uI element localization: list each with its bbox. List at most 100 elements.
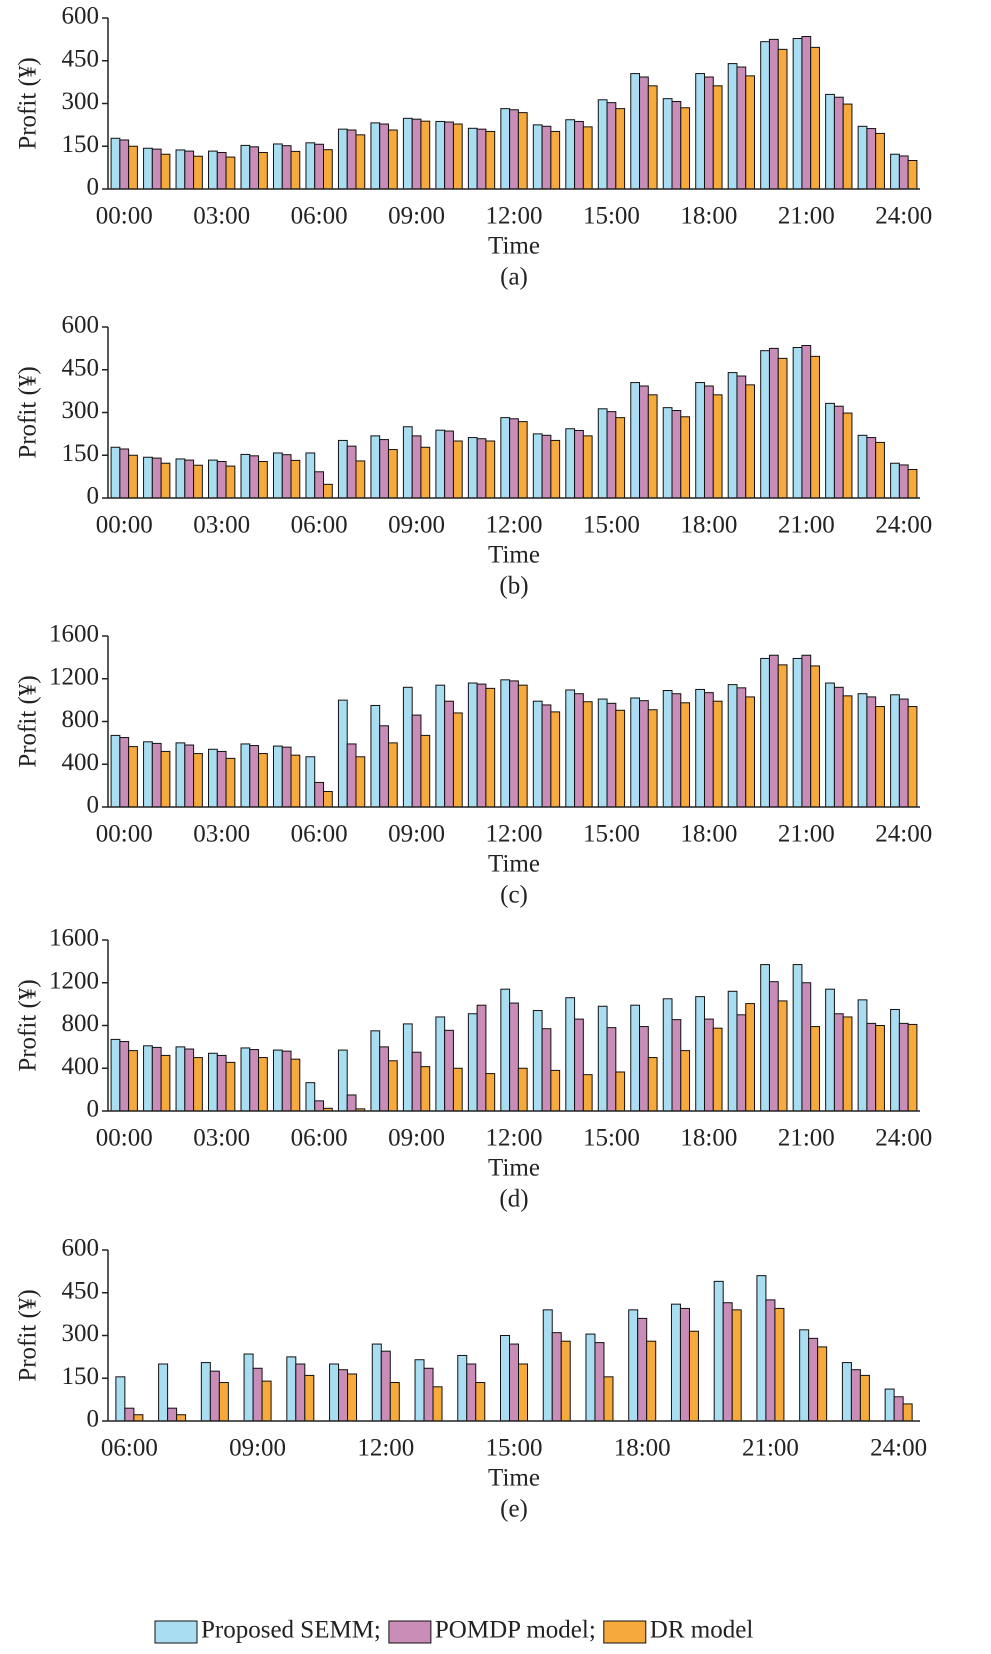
bar: [551, 1332, 562, 1422]
bar: [703, 692, 714, 808]
bar: [630, 1004, 641, 1112]
bar: [143, 1045, 153, 1112]
bar: [216, 152, 227, 190]
bar: [662, 98, 673, 190]
bar: [680, 416, 691, 499]
y-tick-label: 0: [87, 792, 100, 819]
y-tick-label: 450: [62, 1277, 100, 1304]
y-tick-label: 0: [87, 1096, 100, 1123]
bar: [606, 102, 617, 190]
y-tick-label: 1600: [49, 621, 99, 648]
bar: [337, 439, 348, 499]
bar: [833, 1013, 844, 1112]
bar: [736, 1014, 747, 1112]
x-tick-label: 18:00: [680, 821, 737, 848]
bar: [866, 128, 877, 190]
x-axis-label: Time: [488, 851, 540, 878]
y-tick-label: 1200: [49, 663, 99, 690]
bar: [467, 682, 478, 808]
y-tick-label: 400: [62, 749, 100, 776]
bar: [305, 452, 316, 499]
bar: [110, 137, 121, 190]
y-tick-label: 0: [87, 174, 100, 201]
bar: [615, 1071, 626, 1112]
bar: [703, 1018, 714, 1112]
bar: [323, 149, 333, 190]
bar: [119, 737, 130, 808]
bar: [541, 1028, 552, 1112]
bar: [305, 1082, 316, 1112]
y-axis-label: Profit (¥): [15, 57, 42, 149]
bar: [565, 428, 576, 499]
bar: [355, 134, 366, 190]
bar: [143, 741, 153, 808]
bar: [158, 1363, 169, 1422]
bar: [208, 1052, 218, 1112]
bar: [680, 1050, 691, 1112]
bar: [258, 152, 268, 190]
bar: [712, 394, 723, 499]
x-tick-label: 21:00: [778, 1125, 835, 1152]
bar: [565, 689, 576, 808]
bar: [290, 150, 301, 190]
bar: [110, 734, 121, 808]
bar: [509, 1002, 519, 1112]
bar: [240, 453, 251, 499]
bar: [337, 699, 348, 808]
bar: [119, 1041, 130, 1112]
bar: [628, 1309, 639, 1422]
bar: [574, 429, 584, 499]
y-tick-label: 450: [62, 45, 100, 72]
bar: [258, 753, 268, 808]
bar: [420, 734, 431, 808]
x-tick-label: 15:00: [583, 1125, 640, 1152]
bar: [774, 1307, 785, 1422]
bar: [467, 127, 478, 190]
bar: [647, 85, 658, 190]
bar: [240, 743, 251, 808]
bar: [304, 1374, 315, 1422]
bar: [193, 753, 203, 808]
x-tick-label: 06:00: [291, 203, 348, 230]
bar: [639, 385, 649, 499]
bar: [565, 119, 576, 190]
bar: [594, 1342, 605, 1422]
bar: [286, 1356, 297, 1422]
bar: [249, 146, 260, 190]
bar: [825, 402, 835, 499]
bar: [792, 657, 803, 808]
bar: [509, 418, 519, 499]
bar: [550, 1069, 561, 1112]
x-tick-label: 06:00: [101, 1435, 158, 1462]
bar: [630, 697, 641, 808]
bar: [801, 982, 812, 1112]
bar: [606, 411, 617, 499]
bar: [225, 1061, 236, 1112]
y-tick-label: 400: [62, 1053, 100, 1080]
bar: [371, 1343, 382, 1422]
bar: [712, 85, 723, 190]
bar: [452, 712, 463, 808]
bar: [500, 988, 511, 1112]
x-tick-label: 18:00: [680, 1125, 737, 1152]
bar: [379, 1046, 389, 1112]
bar: [703, 385, 714, 499]
bar: [249, 745, 260, 808]
bar: [151, 457, 162, 499]
bar: [898, 1022, 909, 1112]
caption: (b): [499, 573, 528, 600]
bar: [597, 1005, 608, 1112]
bar: [688, 1330, 699, 1422]
bar: [898, 464, 909, 499]
bar: [866, 437, 877, 499]
bar: [630, 73, 641, 190]
bar: [452, 123, 463, 190]
y-tick-label: 150: [62, 1363, 100, 1390]
bar: [305, 142, 316, 190]
bar: [290, 754, 301, 808]
bar: [850, 1369, 861, 1422]
bar: [745, 696, 756, 808]
bar: [475, 1382, 486, 1422]
bar: [466, 1363, 477, 1422]
bar: [452, 440, 463, 499]
